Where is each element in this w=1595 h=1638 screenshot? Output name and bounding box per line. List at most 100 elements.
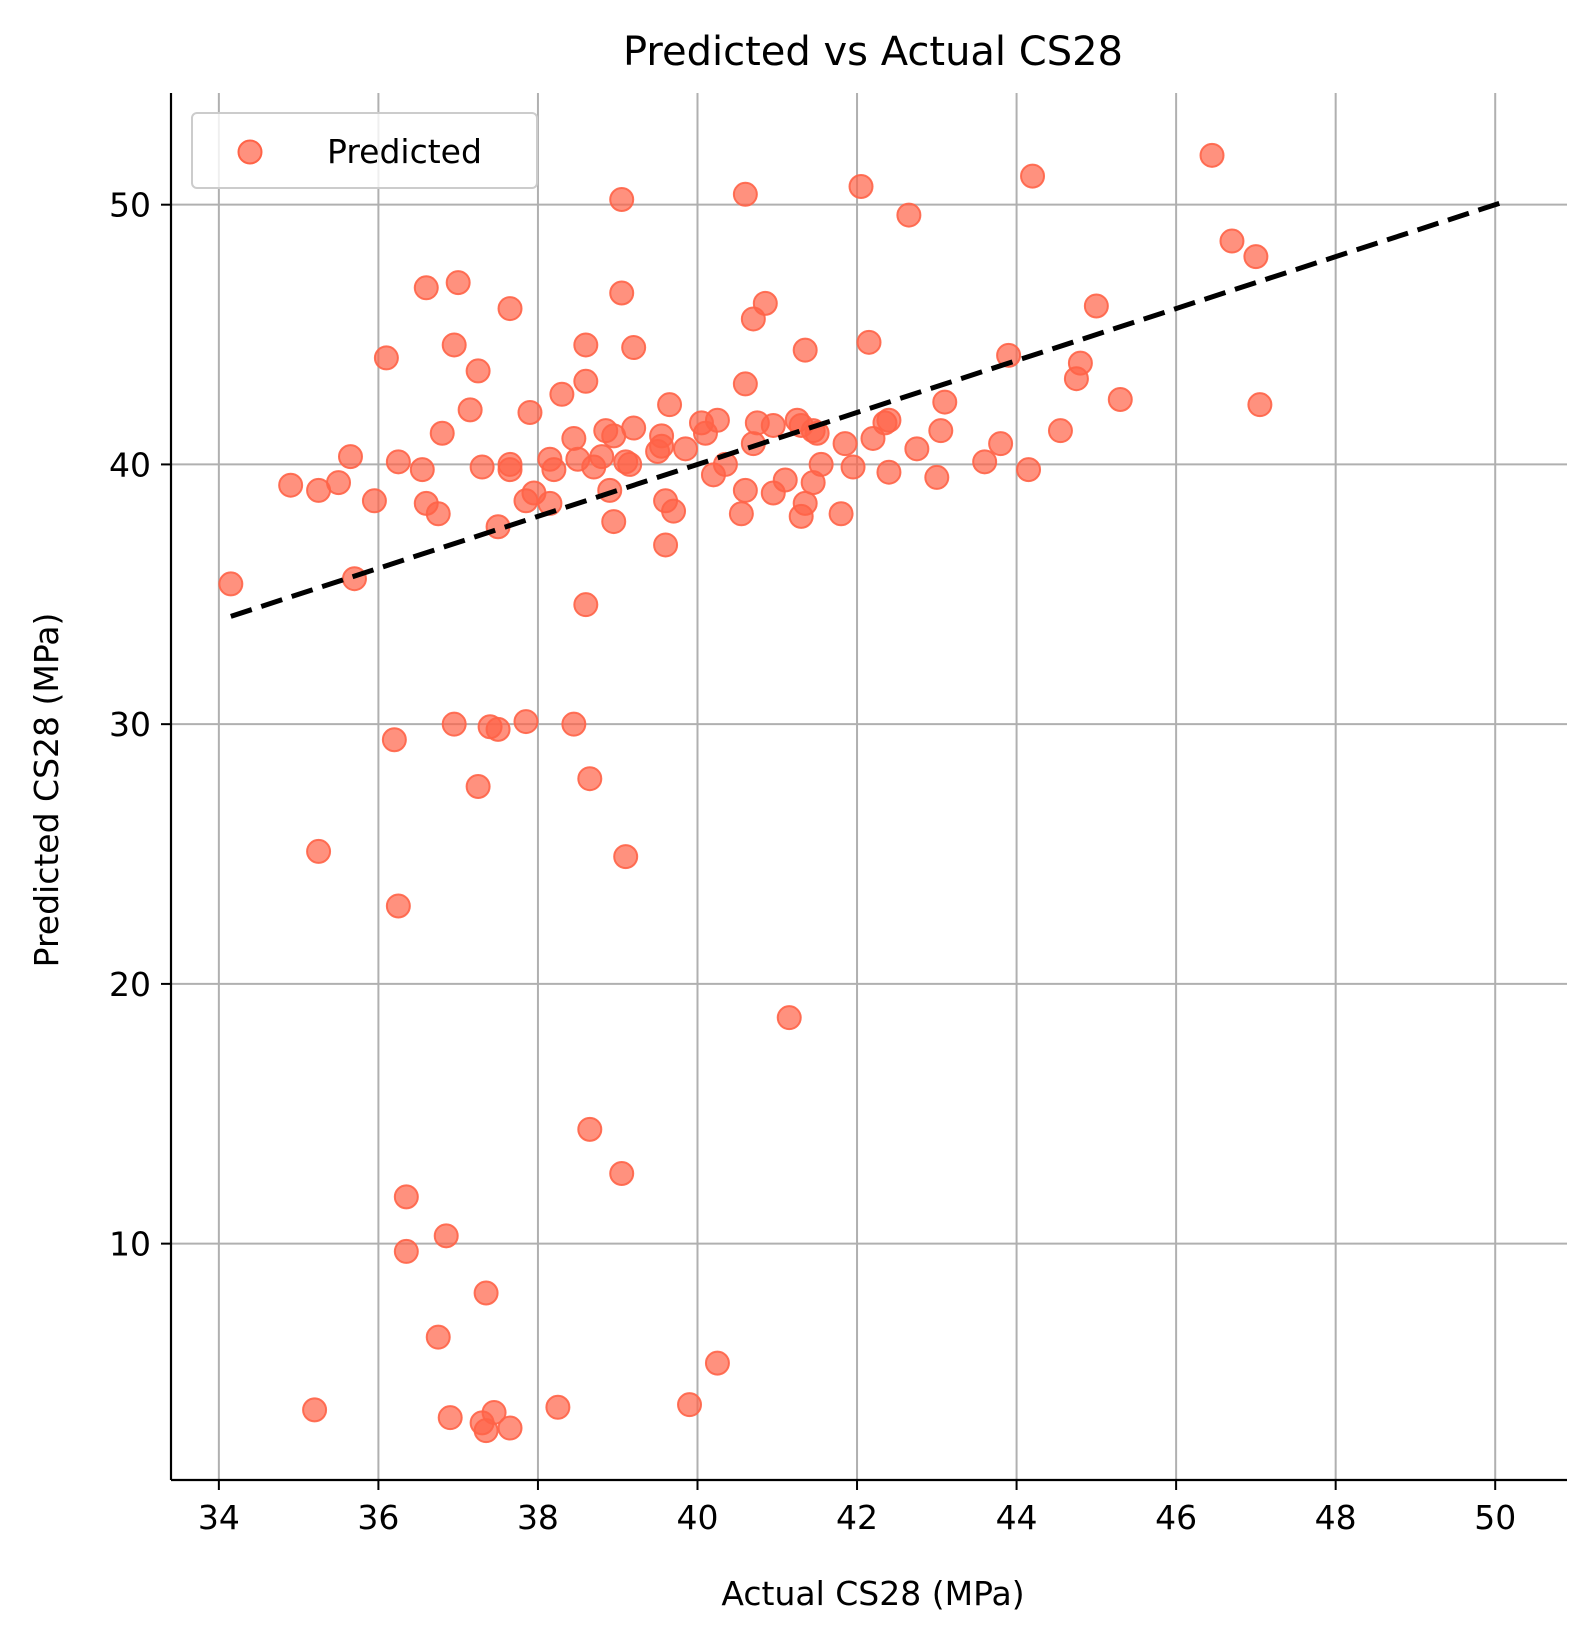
- data-point: [928, 418, 954, 444]
- data-point: [704, 407, 730, 433]
- data-point: [577, 766, 603, 792]
- data-point: [1016, 457, 1042, 483]
- data-point: [728, 501, 754, 527]
- data-point: [996, 342, 1022, 368]
- data-point: [704, 1350, 730, 1376]
- x-tick-label: 38: [517, 1498, 559, 1537]
- data-point: [381, 727, 407, 753]
- x-tick-label: 40: [676, 1498, 718, 1537]
- x-tick-label: 44: [996, 1498, 1038, 1537]
- data-point: [1083, 293, 1109, 319]
- y-tick-label: 50: [109, 186, 151, 225]
- data-point: [589, 444, 615, 470]
- y-tick-label: 30: [109, 705, 151, 744]
- data-point: [601, 509, 627, 535]
- data-point: [393, 1238, 419, 1264]
- data-point: [573, 368, 599, 394]
- data-point: [1020, 163, 1046, 189]
- data-point: [429, 420, 455, 446]
- data-point: [772, 467, 798, 493]
- data-point: [513, 709, 539, 735]
- data-point: [337, 444, 363, 470]
- data-point: [609, 280, 635, 306]
- data-point: [832, 431, 858, 457]
- data-points: [218, 142, 1273, 1444]
- data-point: [653, 532, 679, 558]
- data-point: [409, 457, 435, 483]
- data-point: [876, 459, 902, 485]
- data-point: [385, 893, 411, 919]
- data-point: [306, 838, 332, 864]
- data-point: [732, 181, 758, 207]
- data-point: [988, 431, 1014, 457]
- data-point: [517, 399, 543, 425]
- x-tick-label: 36: [357, 1498, 399, 1537]
- data-point: [932, 389, 958, 415]
- data-point: [473, 1418, 499, 1444]
- y-axis-label: Predicted CS28 (MPa): [27, 613, 66, 968]
- data-point: [373, 345, 399, 371]
- y-tick-label: 20: [109, 965, 151, 1004]
- data-point: [465, 774, 491, 799]
- data-point: [441, 711, 467, 737]
- data-point: [840, 454, 866, 480]
- data-point: [577, 1116, 603, 1142]
- data-point: [776, 1005, 802, 1031]
- data-point: [1219, 228, 1245, 254]
- data-point: [657, 392, 683, 418]
- data-point: [437, 1405, 463, 1431]
- data-point: [848, 174, 874, 200]
- y-tick-label: 40: [109, 445, 151, 484]
- legend-marker: [237, 139, 263, 165]
- data-point: [649, 433, 675, 459]
- data-point: [808, 451, 834, 477]
- data-point: [1199, 142, 1225, 168]
- data-point: [545, 1394, 571, 1420]
- data-point: [792, 490, 818, 516]
- legend-label: Predicted: [327, 132, 482, 171]
- data-point: [752, 290, 778, 316]
- tick-labels: 34 36 38 40 42 44 46 48 50 10 20 30 40 50: [109, 186, 1516, 1537]
- data-point: [441, 332, 467, 358]
- data-point: [497, 296, 523, 322]
- data-point: [497, 457, 523, 483]
- data-point: [1047, 418, 1073, 444]
- data-point: [621, 415, 647, 441]
- data-point: [385, 449, 411, 475]
- data-point: [549, 381, 575, 407]
- x-tick-label: 50: [1474, 1498, 1516, 1537]
- data-point: [561, 711, 587, 737]
- data-point: [732, 477, 758, 503]
- data-point: [393, 1184, 419, 1210]
- data-point: [473, 1280, 499, 1306]
- data-point: [413, 275, 439, 301]
- x-tick-label: 34: [198, 1498, 240, 1537]
- data-point: [617, 451, 643, 477]
- data-point: [485, 716, 511, 742]
- data-point: [425, 1324, 451, 1350]
- data-point: [876, 407, 902, 433]
- data-point: [326, 470, 352, 496]
- data-point: [302, 1397, 328, 1423]
- data-point: [361, 488, 387, 514]
- data-point: [218, 571, 244, 597]
- data-point: [465, 358, 491, 384]
- data-point: [856, 329, 882, 355]
- grid-lines: [171, 93, 1567, 1480]
- data-point: [573, 592, 599, 618]
- data-point: [609, 186, 635, 212]
- chart-title: Predicted vs Actual CS28: [623, 29, 1123, 75]
- data-point: [661, 498, 687, 524]
- data-point: [828, 501, 854, 527]
- data-point: [896, 202, 922, 228]
- data-point: [1243, 244, 1269, 270]
- data-point: [677, 1392, 703, 1418]
- data-point: [573, 332, 599, 358]
- data-point: [425, 501, 451, 527]
- data-point: [732, 371, 758, 397]
- data-point: [497, 1415, 523, 1441]
- legend: Predicted: [191, 112, 538, 189]
- data-point: [278, 472, 304, 498]
